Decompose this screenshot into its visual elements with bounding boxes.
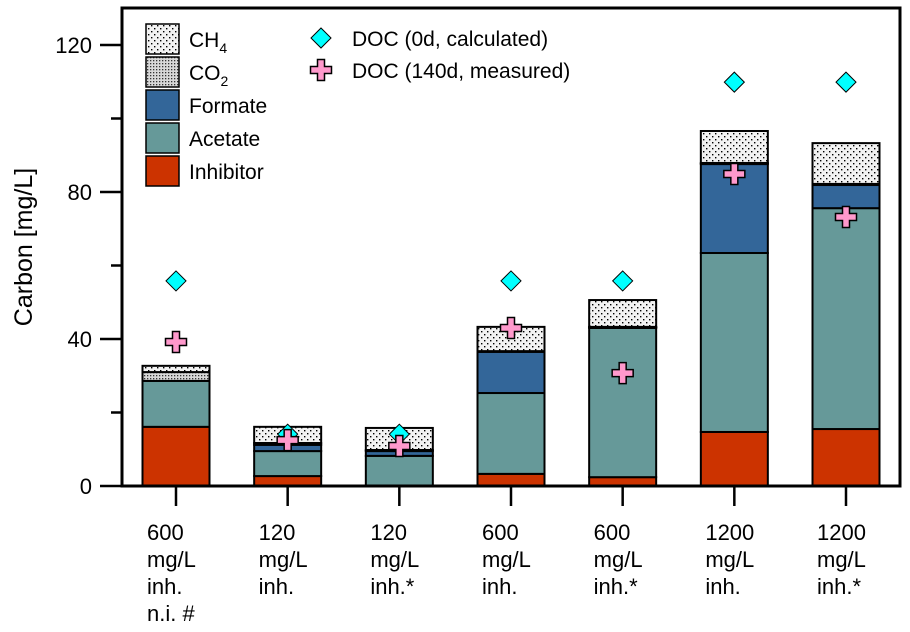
x-category-label-line: 1200 (817, 520, 866, 545)
legend-item-ch4: CH4 (145, 23, 227, 56)
x-category-label-line: inh. (482, 574, 517, 599)
y-tick-label: 120 (55, 33, 92, 58)
legend-item-co2: CO2 (145, 56, 229, 89)
x-category-label: 120 mg/L inh. (259, 520, 308, 599)
x-category-label: 1200 mg/L inh.* (817, 520, 866, 599)
x-category-label-line: mg/L (594, 547, 643, 572)
bar-stack (588, 299, 658, 487)
x-category-label-line: mg/L (147, 547, 196, 572)
x-category-label-line: inh.* (817, 574, 861, 599)
legend-diamond-icon (310, 27, 332, 49)
x-category-label-line: mg/L (482, 547, 531, 572)
legend-label: CH4 (189, 29, 227, 56)
y-tick-label: 40 (68, 327, 92, 352)
legend-label: DOC (140d, measured) (352, 60, 570, 83)
x-category-label-line: 1200 (705, 520, 754, 545)
bar-segment-co2 (141, 371, 211, 382)
y-axis-title: Carbon [mg/L] (10, 168, 38, 326)
x-category-label-line: n.i. # (147, 601, 195, 626)
marker-doc-140d (164, 330, 188, 354)
bar-segment-ch4 (141, 364, 211, 374)
bar-segment-ch4 (811, 142, 881, 185)
bar-segment-acetate (141, 379, 211, 428)
bar-segment-formate (811, 184, 881, 210)
legend: CH4 CO2 Formate Acetate Inhibitor DOC (0d, ca… (145, 23, 570, 187)
legend-label: Acetate (189, 128, 260, 151)
legend-swatch (145, 155, 180, 187)
x-category-label-line: 600 (594, 520, 631, 545)
bar-stack (476, 325, 546, 487)
bar-segment-inhibitor (699, 430, 769, 488)
marker-doc-140d (834, 205, 858, 229)
marker-doc-140d (388, 434, 411, 458)
x-category-label: 600 mg/L inh. n.i. # (147, 520, 196, 626)
x-category-label-line: 120 (259, 520, 296, 545)
x-category-label-line: inh. (705, 574, 740, 599)
legend-item-acetate: Acetate (145, 122, 260, 154)
bar-segment-acetate (253, 450, 323, 478)
bar-segment-inhibitor (811, 428, 881, 488)
x-category-label-line: inh. (259, 574, 294, 599)
legend-swatch (145, 56, 180, 88)
x-category-label: 1200 mg/L inh. (705, 520, 754, 599)
bar-stack (699, 129, 769, 488)
bar-stack (811, 142, 881, 488)
bar-segment-acetate (364, 454, 434, 487)
x-category-label-line: mg/L (817, 547, 866, 572)
marker-doc-0d (611, 270, 634, 292)
legend-label: Formate (189, 95, 267, 118)
bar-segment-acetate (811, 207, 881, 431)
bar-segment-ch4 (588, 299, 658, 328)
marker-doc-0d (835, 71, 857, 93)
legend-swatch (145, 89, 180, 121)
x-category-label-line: 600 (482, 520, 519, 545)
legend-item-doc-0d: DOC (0d, calculated) (310, 27, 548, 51)
legend-item-formate: Formate (145, 89, 267, 121)
bar-segment-formate (476, 350, 546, 395)
x-category-label: 600 mg/L inh.* (594, 520, 643, 599)
x-category-label-line: 600 (147, 520, 184, 545)
legend-item-inhibitor: Inhibitor (145, 155, 264, 187)
bar-segment-acetate (476, 392, 546, 475)
legend-item-doc-140d: DOC (140d, measured) (309, 58, 570, 83)
y-axis: 0 40 80 120 (55, 33, 122, 499)
legend-label: DOC (0d, calculated) (352, 28, 548, 51)
x-category-label-line: mg/L (370, 547, 419, 572)
y-tick-label: 80 (68, 180, 92, 205)
x-category-label-line: inh.* (594, 574, 638, 599)
x-category-label-line: inh.* (370, 574, 414, 599)
x-category-label-line: 120 (370, 520, 407, 545)
marker-doc-140d (499, 316, 523, 340)
bar-segment-acetate (699, 252, 769, 433)
marker-doc-0d (165, 270, 187, 292)
x-category-label-line: inh. (147, 574, 182, 599)
bar-stack (141, 364, 211, 487)
markers-layer (164, 71, 858, 458)
x-category-label-line: mg/L (259, 547, 308, 572)
marker-doc-140d (276, 428, 299, 452)
marker-doc-0d (723, 71, 746, 93)
bar-segment-ch4 (699, 129, 769, 164)
bar-segment-inhibitor (476, 472, 546, 487)
bar-segment-inhibitor (141, 425, 211, 487)
legend-swatch (145, 23, 180, 55)
legend-swatch (145, 122, 180, 154)
legend-cross-icon (309, 58, 333, 82)
legend-label: Inhibitor (189, 161, 264, 184)
marker-doc-0d (500, 270, 522, 292)
bars-layer (141, 129, 881, 488)
legend-label: CO2 (189, 62, 229, 89)
x-axis: 600 mg/L inh. n.i. #120 mg/L inh.120 mg/L inh.*… (147, 486, 866, 626)
marker-doc-140d (611, 361, 634, 385)
x-category-label-line: mg/L (705, 547, 754, 572)
x-category-label: 120 mg/L inh.* (370, 520, 419, 599)
bar-segment-acetate (588, 326, 658, 479)
marker-doc-140d (723, 162, 746, 186)
y-tick-label: 0 (80, 474, 92, 499)
x-category-label: 600 mg/L inh. (482, 520, 531, 599)
